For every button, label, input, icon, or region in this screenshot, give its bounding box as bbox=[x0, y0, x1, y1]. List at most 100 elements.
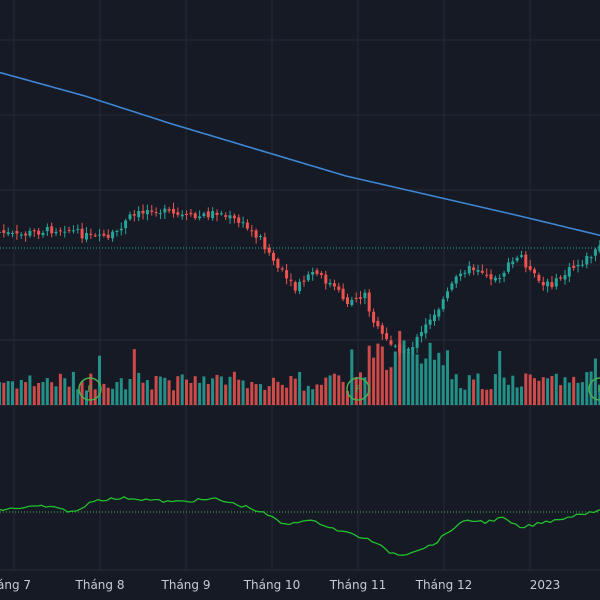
candle-body bbox=[563, 275, 567, 280]
candle-body bbox=[393, 345, 397, 347]
volume-bar bbox=[132, 349, 136, 405]
candle-body bbox=[180, 214, 184, 217]
volume-bar bbox=[2, 382, 6, 405]
volume-bar bbox=[493, 374, 497, 405]
candle-body bbox=[102, 233, 106, 236]
volume-bar bbox=[559, 385, 563, 405]
candle-body bbox=[550, 282, 554, 288]
candle-body bbox=[324, 274, 328, 284]
volume-bar bbox=[393, 351, 397, 405]
candle-body bbox=[172, 208, 175, 214]
volume-bar bbox=[302, 390, 306, 405]
candle-body bbox=[19, 234, 23, 236]
volume-bar bbox=[111, 388, 115, 405]
x-tick-label: Tháng 12 bbox=[415, 578, 473, 592]
candle-body bbox=[480, 270, 484, 273]
indicator-pane bbox=[0, 496, 600, 556]
candle-body bbox=[289, 279, 293, 281]
candle-body bbox=[424, 324, 428, 334]
volume-bar bbox=[354, 377, 358, 405]
candle-body bbox=[89, 233, 93, 235]
candle-body bbox=[454, 276, 458, 284]
candle-body bbox=[528, 266, 532, 270]
candle-body bbox=[433, 314, 436, 321]
candle-body bbox=[28, 230, 32, 236]
volume-bar bbox=[567, 382, 571, 405]
volume-bar bbox=[576, 382, 580, 405]
candle-body bbox=[506, 262, 510, 272]
volume-bar bbox=[498, 351, 502, 405]
volume-bar bbox=[580, 382, 584, 405]
volume-bar bbox=[363, 377, 367, 405]
volume-bar bbox=[180, 374, 184, 405]
candle-body bbox=[298, 282, 302, 292]
volume-bar bbox=[341, 381, 345, 405]
x-tick-label: Tháng 9 bbox=[161, 578, 211, 592]
volume-bar bbox=[463, 389, 467, 405]
volume-bar bbox=[572, 376, 576, 405]
candle-body bbox=[585, 256, 589, 265]
candle-body bbox=[111, 231, 115, 239]
candle-body bbox=[115, 231, 119, 232]
volume-bar bbox=[115, 382, 119, 405]
volume-bar bbox=[167, 380, 171, 405]
volume-bar bbox=[293, 378, 297, 405]
candle-body bbox=[189, 212, 193, 215]
volume-bar bbox=[372, 357, 376, 405]
volume-bar bbox=[154, 376, 158, 405]
x-tick-label: Tháng 10 bbox=[243, 578, 301, 592]
candle-body bbox=[428, 319, 432, 325]
candle-body bbox=[389, 340, 393, 345]
candle-body bbox=[119, 228, 123, 231]
volume-bar bbox=[58, 373, 62, 405]
candle-body bbox=[154, 212, 158, 214]
indicator-line bbox=[0, 496, 600, 556]
volume-bar bbox=[54, 386, 58, 405]
volume-bar bbox=[28, 375, 32, 405]
volume-bar bbox=[41, 382, 45, 405]
candle-body bbox=[363, 292, 367, 299]
candle-body bbox=[350, 299, 354, 305]
volume-bar bbox=[267, 386, 271, 405]
volume-bar bbox=[585, 372, 589, 405]
candle-body bbox=[372, 311, 376, 323]
candle-body bbox=[237, 217, 241, 223]
candle-body bbox=[515, 257, 519, 261]
candle-body bbox=[376, 320, 380, 327]
volume-bar bbox=[37, 383, 41, 405]
event-marker-label: F bbox=[597, 385, 600, 395]
volume-bar bbox=[433, 359, 436, 405]
candle-body bbox=[259, 236, 262, 237]
volume-bar bbox=[254, 384, 258, 405]
volume-bar bbox=[528, 374, 532, 405]
event-marker-circle bbox=[346, 377, 370, 401]
candle-body bbox=[498, 278, 502, 279]
candle-body bbox=[232, 215, 236, 219]
candle-body bbox=[559, 277, 563, 279]
volume-bar bbox=[280, 384, 284, 405]
candle-body bbox=[263, 237, 267, 250]
volume-bar bbox=[332, 373, 336, 405]
candle-body bbox=[489, 274, 493, 280]
volume-bar bbox=[298, 372, 302, 405]
volume-bar bbox=[141, 382, 145, 405]
volume-bar bbox=[185, 379, 188, 405]
candle-body bbox=[415, 336, 419, 348]
candle-body bbox=[311, 272, 315, 275]
volume-bar bbox=[106, 387, 110, 405]
volume-bar bbox=[450, 379, 454, 405]
candle-body bbox=[167, 209, 171, 211]
volume-bar bbox=[476, 373, 480, 405]
candle-body bbox=[411, 347, 415, 349]
volume-bar bbox=[472, 379, 476, 405]
volume-bar bbox=[45, 378, 49, 405]
volume-bar bbox=[176, 376, 180, 405]
candle-body bbox=[485, 274, 489, 276]
volume-bar bbox=[554, 373, 558, 405]
volume-bar bbox=[0, 382, 1, 405]
volume-bar bbox=[85, 390, 88, 405]
volume-bar bbox=[198, 382, 202, 405]
volume-bar bbox=[311, 389, 315, 405]
volume-bar bbox=[419, 363, 423, 405]
